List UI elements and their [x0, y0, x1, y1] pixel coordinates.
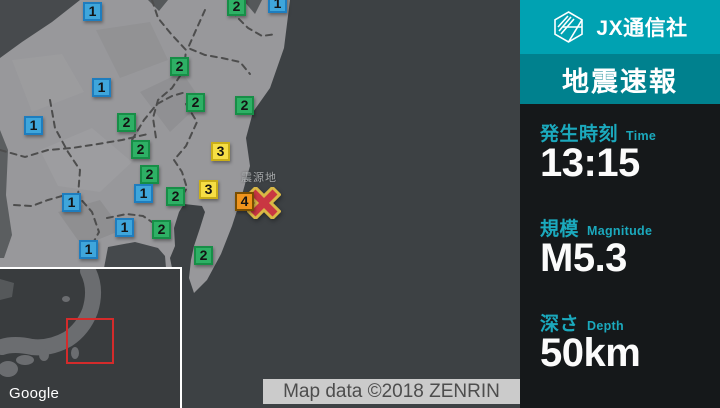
- intensity-badge-1: 1: [24, 116, 43, 135]
- inset-kii: [39, 349, 49, 361]
- terrain-patch: [12, 54, 84, 112]
- alert-title-band: 地震速報: [520, 54, 720, 104]
- intensity-badge-4: 4: [235, 192, 254, 211]
- inset-korea: [0, 279, 14, 300]
- field-depth: 深さ Depth 50km: [540, 309, 656, 375]
- terrain-patch: [96, 22, 168, 78]
- epicenter-x-marker: [247, 187, 281, 219]
- intensity-badge-2: 2: [131, 140, 150, 159]
- time-value: 13:15: [540, 141, 640, 185]
- terrain-patch: [140, 72, 202, 132]
- magnitude-value: M5.3: [540, 236, 627, 280]
- ocean-pacific: [170, 0, 520, 408]
- intensity-badge-2: 2: [170, 57, 189, 76]
- intensity-badge-1: 1: [268, 0, 287, 13]
- inset-kyushu: [0, 361, 18, 377]
- intensity-badge-2: 2: [227, 0, 246, 16]
- magnitude-label-ja: 規模: [540, 219, 580, 240]
- inset-region-box: [66, 318, 114, 364]
- terrain-shadow-west: [0, 130, 12, 258]
- inset-honshu: [0, 263, 101, 356]
- intensity-badge-2: 2: [235, 96, 254, 115]
- info-sidebar: JX通信社 地震速報 発生時刻 Time 13:15 規模 Magnitude …: [520, 0, 720, 408]
- intensity-badge-1: 1: [92, 78, 111, 97]
- intensity-badge-1: 1: [134, 184, 153, 203]
- intensity-badge-2: 2: [186, 93, 205, 112]
- quake-fields: 発生時刻 Time 13:15 規模 Magnitude M5.3 深さ Dep…: [540, 119, 656, 404]
- intensity-badge-1: 1: [79, 240, 98, 259]
- field-time: 発生時刻 Time 13:15: [540, 119, 656, 185]
- map-attribution: Map data ©2018 ZENRIN: [263, 379, 520, 404]
- inset-izu: [71, 347, 79, 359]
- inset-sado: [62, 296, 70, 302]
- intensity-badge-1: 1: [62, 193, 81, 212]
- field-magnitude: 規模 Magnitude M5.3: [540, 214, 656, 280]
- intensity-badge-1: 1: [115, 218, 134, 237]
- intensity-badge-2: 2: [166, 187, 185, 206]
- alert-title: 地震速報: [562, 66, 678, 97]
- epicenter-label: 震源地: [241, 172, 277, 184]
- google-watermark[interactable]: Google: [9, 385, 60, 402]
- intensity-badge-2: 2: [117, 113, 136, 132]
- depth-value: 50km: [540, 331, 641, 375]
- time-label-ja: 発生時刻: [540, 124, 619, 145]
- intensity-badge-3: 3: [211, 142, 230, 161]
- jx-logo-icon: [554, 11, 584, 43]
- map-base-graphics: [0, 0, 520, 408]
- depth-label-ja: 深さ: [540, 314, 580, 335]
- inset-japan-shape: [0, 263, 114, 377]
- time-label-en: Time: [626, 129, 657, 143]
- intensity-badge-2: 2: [152, 220, 171, 239]
- magnitude-label-en: Magnitude: [587, 224, 653, 238]
- intensity-badge-3: 3: [199, 180, 218, 199]
- ocean-sagami-bay: [104, 242, 166, 268]
- inset-overview-map: Google: [0, 263, 182, 408]
- terrain-shadow-nw: [0, 0, 80, 58]
- brand-name: JX通信社: [596, 17, 688, 40]
- intensity-badge-1: 1: [83, 2, 102, 21]
- brand-header: JX通信社: [520, 0, 720, 54]
- inset-shikoku: [16, 355, 34, 365]
- intensity-badge-2: 2: [194, 246, 213, 265]
- intensity-badge-2: 2: [140, 165, 159, 184]
- terrain-shadow: [243, 0, 262, 14]
- depth-label-en: Depth: [587, 319, 624, 333]
